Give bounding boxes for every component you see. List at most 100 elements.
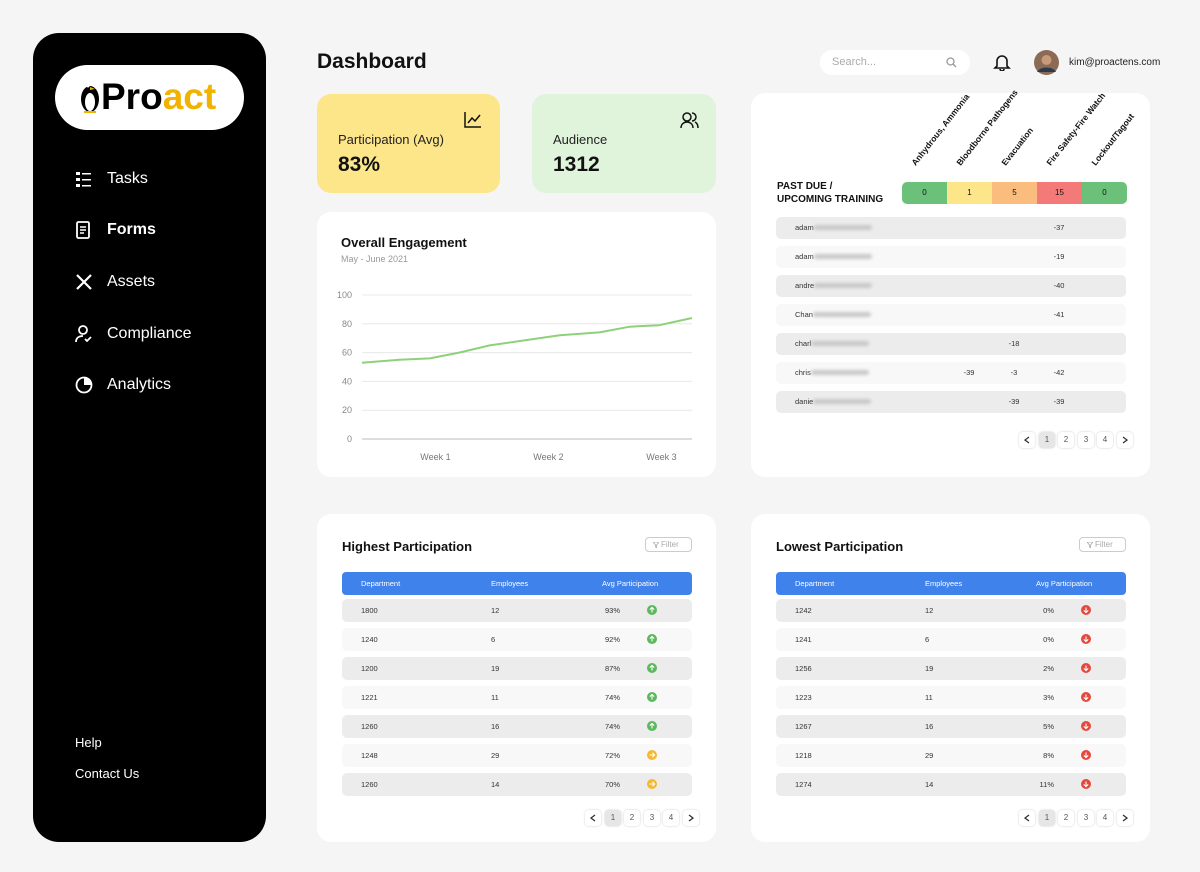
page-button[interactable]: 2: [1058, 432, 1074, 448]
employees: 12: [491, 606, 500, 615]
page-button[interactable]: 2: [624, 810, 640, 826]
page-button[interactable]: 1: [605, 810, 621, 826]
search-icon: [946, 57, 957, 68]
footer-link[interactable]: Help: [75, 735, 102, 750]
nav-label: Assets: [107, 273, 156, 290]
stat-icon: [464, 112, 481, 128]
stat-value: 83%: [338, 153, 381, 176]
search-box[interactable]: Search...: [820, 50, 970, 75]
department: 1274: [795, 780, 812, 789]
department: 1221: [361, 693, 378, 702]
nav-item[interactable]: Compliance: [69, 321, 239, 347]
training-cell: -40: [1053, 281, 1065, 290]
person-name: charl: [795, 339, 812, 348]
x-tick-label: Week 1: [420, 452, 450, 462]
training-column-header: Evacuation: [999, 125, 1036, 168]
filter-button[interactable]: Filter: [645, 537, 692, 552]
department: 1256: [795, 664, 812, 673]
column-header: Avg Participation: [602, 579, 659, 588]
highest-card: Highest Participation Filter Department Emp…: [317, 514, 716, 842]
nav-icon: [76, 172, 91, 187]
trend-icon: [647, 605, 657, 615]
page-arrow[interactable]: [1019, 810, 1035, 826]
training-title: UPCOMING TRAINING: [777, 194, 884, 205]
training-total: 0: [1082, 182, 1127, 204]
engagement-line: [361, 317, 693, 364]
person-name: adam: [795, 223, 814, 232]
training-person: danie: [795, 397, 872, 406]
column-header: Department: [795, 579, 835, 588]
column-header: Department: [361, 579, 401, 588]
nav-item[interactable]: Forms: [69, 217, 239, 243]
page-arrow[interactable]: [1117, 810, 1133, 826]
page-arrow[interactable]: [585, 810, 601, 826]
page-button[interactable]: 3: [1078, 432, 1094, 448]
page-button[interactable]: 4: [1097, 810, 1113, 826]
nav-item[interactable]: Tasks: [69, 166, 239, 192]
nav-item[interactable]: Assets: [69, 269, 239, 295]
employees: 11: [925, 693, 933, 702]
avatar[interactable]: [1034, 50, 1059, 75]
nav-label: Tasks: [107, 170, 148, 187]
column-header: Avg Participation: [1036, 579, 1093, 588]
x-tick-label: Week 3: [646, 452, 676, 462]
nav-label: Analytics: [107, 376, 172, 393]
table-row: 1241 6 0%: [776, 628, 1126, 651]
person-name: danie: [795, 397, 814, 406]
logo-start: Pro: [101, 76, 163, 117]
table-row: 1223 11 3%: [776, 686, 1126, 709]
table-title: Highest Participation: [342, 539, 473, 554]
training-row: adam -37: [776, 217, 1126, 239]
redacted-email: [812, 312, 871, 317]
page-button[interactable]: 1: [1039, 432, 1055, 448]
y-tick-label: 60: [342, 348, 352, 358]
training-row: adam -19: [776, 246, 1126, 268]
column-header: Employees: [925, 579, 963, 588]
training-cell: -39: [1008, 397, 1020, 406]
page-button[interactable]: 4: [1097, 432, 1113, 448]
y-tick-label: 20: [342, 405, 352, 415]
page-title: Dashboard: [317, 50, 427, 73]
page-button[interactable]: 1: [1039, 810, 1055, 826]
training-total: 1: [947, 182, 992, 204]
page-button[interactable]: 3: [1078, 810, 1094, 826]
filter-button[interactable]: Filter: [1079, 537, 1126, 552]
nav-icon: [75, 325, 92, 343]
table-row: 1260 16 74%: [342, 715, 692, 738]
y-tick-label: 40: [342, 376, 352, 386]
page-button[interactable]: 3: [644, 810, 660, 826]
training-card: Anhydrous, Ammonia Bloodborne Pathogens Ev…: [751, 88, 1150, 477]
page-arrow[interactable]: [1117, 432, 1133, 448]
stat-label: Audience: [553, 132, 608, 147]
avg-participation: 5%: [1043, 722, 1054, 731]
training-person: charl: [795, 339, 870, 348]
arrow-icon: [1122, 436, 1128, 444]
page-arrow[interactable]: [1019, 432, 1035, 448]
training-cell: -37: [1053, 223, 1065, 232]
trend-icon: [1081, 605, 1091, 615]
avg-participation: 72%: [604, 751, 620, 760]
employees: 14: [925, 780, 934, 789]
page-arrow[interactable]: [683, 810, 699, 826]
training-row: danie -39 -39: [776, 391, 1126, 413]
nav-item[interactable]: Analytics: [69, 372, 239, 398]
person-name: adam: [795, 252, 814, 261]
page-button[interactable]: 4: [663, 810, 679, 826]
redacted-email: [814, 283, 873, 288]
y-tick-label: 0: [347, 434, 352, 444]
sidebar: Pro act Tasks Forms Assets Compliance Analytic…: [33, 33, 266, 842]
notification-bell[interactable]: [993, 53, 1011, 71]
employees: 16: [491, 722, 500, 731]
employees: 19: [491, 664, 500, 673]
footer-link[interactable]: Contact Us: [75, 766, 140, 781]
training-row: charl -18: [776, 333, 1126, 355]
trend-icon: [1081, 663, 1091, 673]
department: 1260: [361, 722, 378, 731]
page-button[interactable]: 2: [1058, 810, 1074, 826]
training-cell: -3: [1010, 368, 1018, 377]
training-total: 15: [1037, 182, 1082, 204]
training-person: andre: [795, 281, 873, 290]
avg-participation: 11%: [1039, 780, 1054, 789]
training-row: Chan -41: [776, 304, 1126, 326]
